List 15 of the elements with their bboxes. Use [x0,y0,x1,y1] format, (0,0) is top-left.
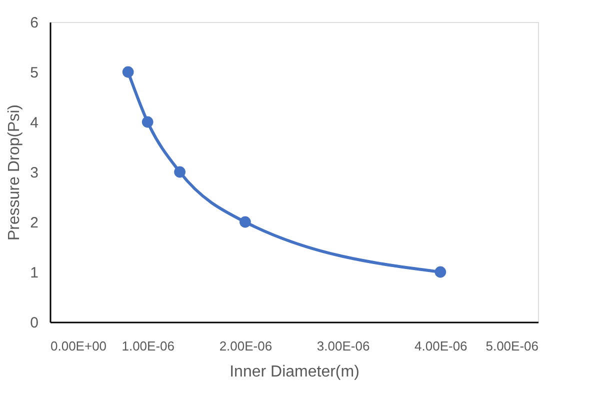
y-tick-label: 2 [30,214,38,232]
x-tick-label: 0.00E+00 [50,338,107,354]
y-tick-label: 0 [30,314,38,332]
y-tick-label: 1 [30,264,38,282]
y-tick-label: 4 [30,114,38,132]
x-tick-label: 3.00E-06 [316,338,370,354]
y-axis-title: Pressure Drop(Psi) [6,104,24,241]
x-tick-label: 5.00E-06 [486,338,538,354]
y-tick-label: 6 [30,14,38,32]
x-tick-label: 4.00E-06 [414,338,468,354]
y-tick-label: 5 [30,64,38,82]
x-tick-label: 1.00E-06 [122,338,174,354]
x-tick-label: 2.00E-06 [219,338,272,354]
y-tick-label: 3 [30,164,38,182]
x-axis-title: Inner Diameter(m) [230,364,360,380]
